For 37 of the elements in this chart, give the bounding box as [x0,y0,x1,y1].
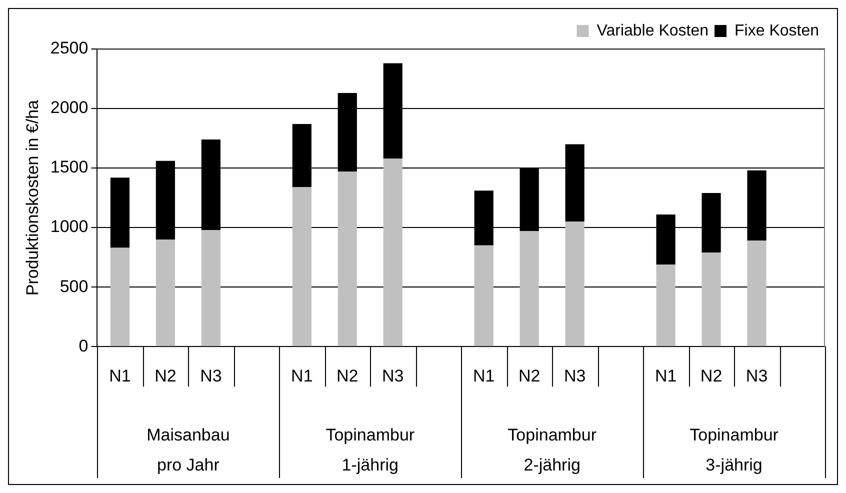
x-tick-label: N2 [518,366,540,386]
bar [156,239,175,346]
x-tick-label: N2 [336,366,358,386]
x-tick-label: N3 [382,366,404,386]
x-tick-label: N1 [109,366,131,386]
bar [747,240,766,346]
text: Maisanbau pro Jahr [146,426,230,475]
text: Topinambur 1-jährig [326,426,415,475]
y-tick-label: 1000 [50,217,88,236]
text: Topinambur 3-jährig [690,426,779,475]
bar [656,264,676,346]
y-tick-label: 2500 [50,38,88,58]
bar [702,252,721,346]
bar [292,187,312,346]
bar [110,248,130,346]
bar [520,231,539,346]
x-tick-label: N1 [472,366,495,386]
x-tick-label: N3 [200,366,222,386]
x-tick-label: N3 [746,366,768,386]
x-tick-label: N3 [564,366,586,386]
legend-label: Fixe Kosten [734,22,819,40]
y-tick-label: 500 [60,276,88,296]
y-axis-title: Produktionskosten in €/ha [22,99,42,296]
bar [201,230,220,346]
y-tick-label: 0 [78,336,88,356]
x-tick-label: N2 [154,366,176,386]
y-tick-label: 1500 [50,158,88,177]
legend-label: Variable Kosten [596,22,709,40]
bar [383,158,402,346]
x-tick-label: N1 [291,366,313,386]
y-tick-label: 2000 [50,98,88,118]
x-tick-label: N1 [654,366,677,386]
bar [565,222,584,346]
text: Topinambur 2-jährig [508,426,597,475]
bar [338,172,357,346]
bar [474,245,494,346]
x-tick-label: N2 [700,366,722,386]
